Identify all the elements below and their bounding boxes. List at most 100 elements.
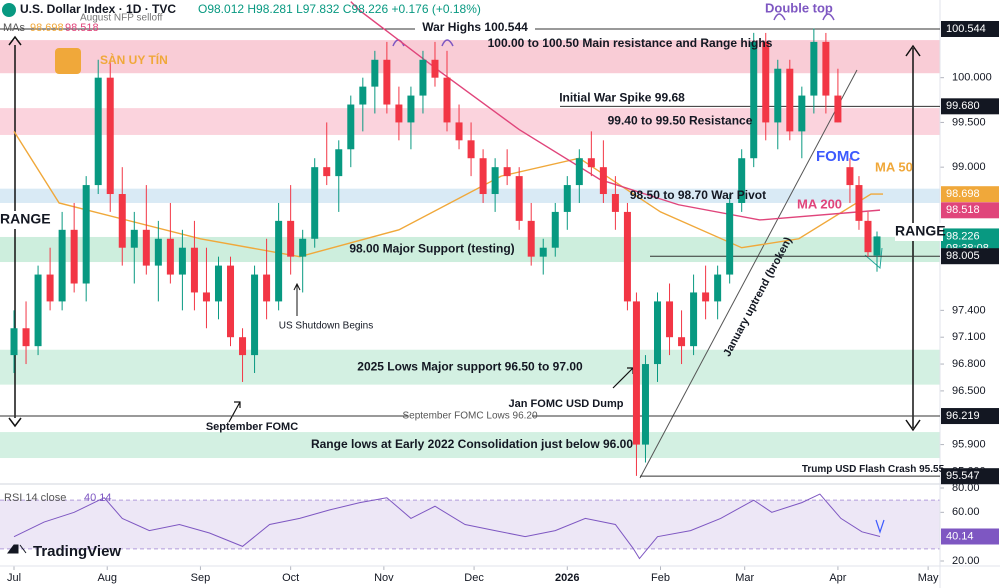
annotation-bg bbox=[895, 223, 943, 241]
candle-body bbox=[666, 301, 674, 338]
candle-body bbox=[515, 176, 523, 221]
candle-body bbox=[873, 236, 881, 256]
candle-body bbox=[431, 59, 439, 78]
price-marker bbox=[941, 248, 999, 265]
price-marker-label: 98.226 bbox=[946, 230, 980, 242]
candle-body bbox=[575, 158, 583, 186]
candle-body bbox=[599, 167, 607, 195]
rsi-y-tick-label: 80.00 bbox=[952, 482, 980, 494]
zone bbox=[0, 188, 940, 203]
annotation: Double top bbox=[765, 0, 833, 15]
ma200-value: 98.518 bbox=[65, 22, 99, 34]
pointer-arrow bbox=[228, 401, 241, 423]
x-tick-label: Mar bbox=[735, 572, 754, 584]
zone-label: 98.00 Major Support (testing) bbox=[349, 242, 514, 256]
candle-body bbox=[70, 229, 78, 284]
annotation-bg bbox=[0, 211, 48, 229]
zone-label: 99.40 to 99.50 Resistance bbox=[608, 114, 753, 128]
y-tick-label: 95.900 bbox=[952, 438, 986, 450]
zone-label: 100.00 to 100.50 Main resistance and Ran… bbox=[488, 36, 773, 50]
candle-body bbox=[750, 41, 758, 159]
candle-body bbox=[551, 211, 559, 248]
x-tick-label: Oct bbox=[282, 572, 299, 584]
annotation: September FOMC bbox=[206, 421, 298, 433]
candle-body bbox=[118, 194, 126, 248]
price-marker-label: 98.698 bbox=[946, 188, 980, 200]
candle-body bbox=[323, 167, 331, 177]
candle-body bbox=[359, 86, 367, 105]
zone bbox=[0, 349, 940, 385]
price-marker bbox=[941, 202, 999, 219]
ma50-value: 98.698 bbox=[30, 22, 64, 34]
x-tick-label: Dec bbox=[464, 572, 484, 584]
candle-body bbox=[690, 292, 698, 347]
price-marker-label: 100.544 bbox=[946, 23, 986, 35]
candle-body bbox=[311, 167, 319, 239]
candle-body bbox=[154, 238, 162, 266]
x-tick-label: Feb bbox=[651, 572, 670, 584]
candle-body bbox=[810, 41, 818, 96]
y-tick-label: 96.800 bbox=[952, 358, 986, 370]
rsi-marker-label: 40.14 bbox=[946, 530, 974, 542]
candle-body bbox=[419, 59, 427, 96]
candle-body bbox=[503, 167, 511, 177]
x-tick-label: Apr bbox=[829, 572, 846, 584]
annotation: US Shutdown Begins bbox=[279, 321, 374, 332]
candle-body bbox=[762, 41, 770, 123]
candle-body bbox=[190, 247, 198, 293]
candle-body bbox=[383, 59, 391, 105]
y-tick-label: 97.400 bbox=[952, 304, 986, 316]
rsi-value: 40.14 bbox=[84, 492, 112, 504]
zone bbox=[0, 108, 940, 135]
pointer-arrow bbox=[293, 282, 301, 316]
candle-body bbox=[227, 265, 235, 338]
candle-body bbox=[407, 95, 415, 123]
arrow-head bbox=[8, 35, 22, 428]
candle-body bbox=[864, 220, 872, 253]
level-label-bg bbox=[415, 20, 535, 37]
candle-body bbox=[479, 158, 487, 195]
level-label: Trump USD Flash Crash 95.55 bbox=[802, 464, 945, 475]
candle-body bbox=[130, 229, 138, 248]
candle-body bbox=[347, 104, 355, 150]
candle-body bbox=[275, 220, 283, 302]
annotation: RANGE bbox=[895, 223, 946, 239]
zone-label: 98.50 to 98.70 War Pivot bbox=[630, 188, 766, 202]
candle-body bbox=[822, 41, 830, 96]
level-label: War Highs 100.544 bbox=[422, 20, 528, 34]
candle-body bbox=[46, 274, 54, 302]
candle-body bbox=[786, 68, 794, 132]
annotation: Jan FOMC USD Dump bbox=[509, 398, 624, 410]
price-marker bbox=[941, 98, 999, 115]
candle-body bbox=[22, 328, 30, 347]
price-marker bbox=[941, 20, 999, 37]
candle-body bbox=[539, 247, 547, 257]
annotation: MA 200 bbox=[797, 196, 842, 211]
ma-line bbox=[13, 130, 884, 258]
rsi-band bbox=[0, 500, 940, 549]
candle-body bbox=[395, 104, 403, 123]
candle-body bbox=[563, 185, 571, 212]
annotation: MA 50 bbox=[875, 159, 913, 174]
candle-body bbox=[774, 68, 782, 123]
level-label: September FOMC Lows 96.20 bbox=[402, 411, 537, 422]
candle-body bbox=[371, 59, 379, 87]
plot-layer bbox=[0, 1, 940, 560]
x-tick-label: Jul bbox=[7, 572, 21, 584]
x-tick-label: Nov bbox=[374, 572, 394, 584]
candle-body bbox=[702, 292, 710, 302]
candle-body bbox=[142, 229, 150, 266]
price-marker bbox=[941, 408, 999, 425]
x-tick-label: 2026 bbox=[555, 572, 579, 584]
x-tick-label: Aug bbox=[97, 572, 117, 584]
symbol: U.S. Dollar Index · 1D · TVC bbox=[20, 2, 176, 16]
price-marker bbox=[941, 468, 999, 485]
y-tick-label: 99.000 bbox=[952, 161, 986, 173]
candle-body bbox=[214, 265, 222, 302]
candle-body bbox=[178, 247, 186, 275]
tv-logo bbox=[7, 544, 27, 554]
annotation: FOMC bbox=[816, 148, 860, 165]
